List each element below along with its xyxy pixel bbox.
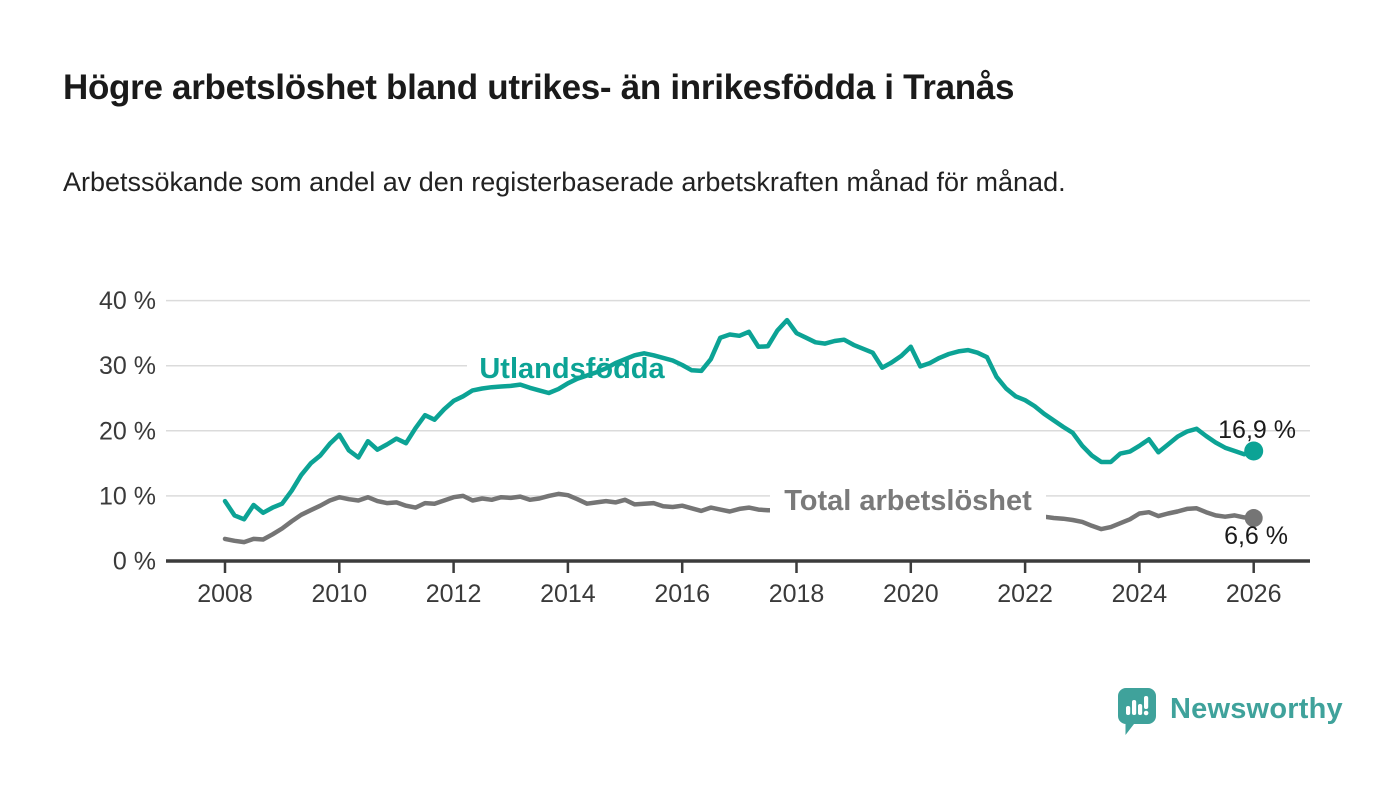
line-utlandsfodda xyxy=(222,317,1256,522)
x-tick-label-2022: 2022 xyxy=(997,580,1053,608)
series-label-total-halo: Total arbetslöshet xyxy=(770,483,1046,520)
y-tick-label-30: 30 % xyxy=(99,352,156,380)
newsworthy-logo-text: Newsworthy xyxy=(1170,693,1343,725)
x-tick-label-2020: 2020 xyxy=(883,580,939,608)
x-tick-label-2012: 2012 xyxy=(426,580,482,608)
newsworthy-logo: Newsworthy xyxy=(1118,688,1343,738)
x-tick-label-2008: 2008 xyxy=(197,580,253,608)
end-value-total: 6,6 % xyxy=(1224,522,1288,550)
page-subtitle: Arbetssökande som andel av den registerb… xyxy=(63,167,1066,197)
x-tick-label-2018: 2018 xyxy=(769,580,825,608)
line-total-arbetsloshet xyxy=(222,491,1256,545)
axis-tick-labels: 0 % 10 % 20 % 30 % 40 % 2008 2010 2012 2014 2016 2… xyxy=(99,287,1281,608)
end-dot-utlandsfodda xyxy=(1244,441,1264,461)
page-title: Högre arbetslöshet bland utrikes- än inr… xyxy=(63,68,1015,107)
bar-chart-glyph xyxy=(1126,696,1149,716)
x-tick-label-2016: 2016 xyxy=(654,580,710,608)
x-tick-label-2026: 2026 xyxy=(1226,580,1282,608)
y-tick-label-0: 0 % xyxy=(113,548,156,576)
axes xyxy=(166,559,1310,573)
newsworthy-logo-icon xyxy=(1118,688,1156,735)
x-tick-label-2010: 2010 xyxy=(311,580,367,608)
y-tick-label-10: 10 % xyxy=(99,482,156,510)
end-dot-total xyxy=(1244,509,1263,528)
y-tick-label-20: 20 % xyxy=(99,417,156,445)
series-label-total: Total arbetslöshet xyxy=(784,485,1032,517)
y-tick-label-40: 40 % xyxy=(99,287,156,315)
speech-bubble-shape xyxy=(1118,688,1156,735)
x-tick-label-2024: 2024 xyxy=(1112,580,1168,608)
gridlines xyxy=(166,299,1310,497)
end-value-utlandsfodda: 16,9 % xyxy=(1218,416,1296,444)
x-tick-label-2014: 2014 xyxy=(540,580,596,608)
